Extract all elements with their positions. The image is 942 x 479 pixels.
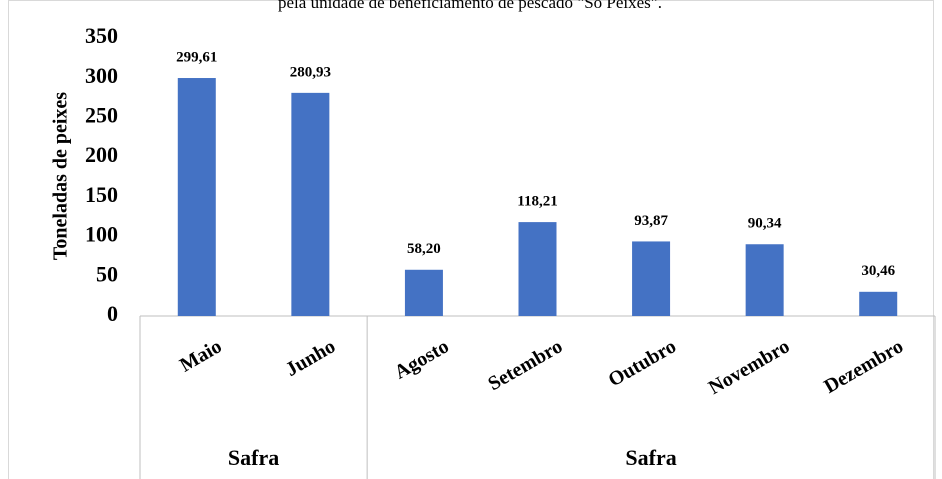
y-tick-label: 50 — [96, 261, 118, 286]
chart-border — [8, 0, 934, 479]
value-label: 93,87 — [634, 213, 668, 229]
value-label: 30,46 — [861, 263, 895, 279]
bar — [291, 92, 330, 316]
y-tick-label: 300 — [85, 63, 118, 88]
y-tick-label: 100 — [85, 222, 118, 247]
value-label: 90,34 — [748, 216, 782, 232]
chart-title: pela unidade de beneficiamento de pescad… — [278, 0, 662, 12]
value-label: 118,21 — [517, 194, 557, 210]
y-tick-label: 150 — [85, 182, 118, 207]
x-tick-label: Outubro — [605, 335, 680, 391]
bar — [745, 244, 784, 316]
y-tick-label: 200 — [85, 142, 118, 167]
y-tick-label: 350 — [85, 23, 118, 48]
x-tick-label: Agosto — [391, 335, 453, 383]
x-tick-label: Novembro — [705, 335, 794, 399]
value-label: 280,93 — [290, 64, 331, 80]
x-tick-label: Setembro — [484, 335, 566, 395]
bar — [859, 291, 898, 316]
bar — [632, 241, 671, 316]
bar — [404, 269, 443, 316]
y-axis-label: Toneladas de peixes — [50, 92, 72, 260]
value-label: 58,20 — [407, 241, 441, 257]
x-tick-label: Dezembro — [820, 335, 907, 398]
bar — [518, 222, 557, 316]
x-tick-label: Junho — [282, 335, 339, 381]
value-label: 299,61 — [176, 49, 217, 65]
group-label: Safra — [228, 445, 279, 470]
group-label: Safra — [625, 445, 676, 470]
bar — [177, 78, 216, 317]
y-tick-label: 0 — [107, 301, 118, 326]
x-tick-label: Maio — [176, 335, 225, 376]
y-tick-label: 250 — [85, 102, 118, 127]
